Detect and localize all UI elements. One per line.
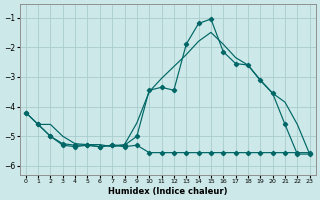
X-axis label: Humidex (Indice chaleur): Humidex (Indice chaleur) — [108, 187, 228, 196]
